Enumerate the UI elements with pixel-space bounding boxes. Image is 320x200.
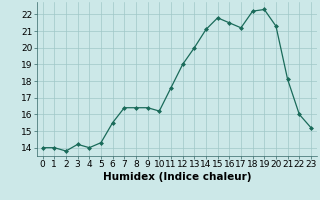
X-axis label: Humidex (Indice chaleur): Humidex (Indice chaleur) xyxy=(102,172,251,182)
